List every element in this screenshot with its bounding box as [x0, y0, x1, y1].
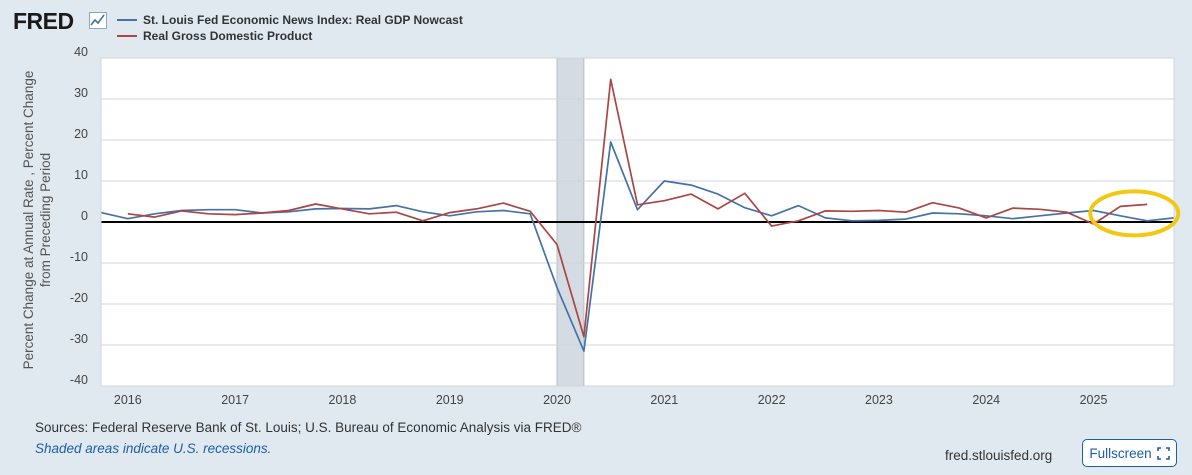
- fullscreen-button[interactable]: Fullscreen: [1082, 439, 1177, 467]
- line-chart-icon: [89, 12, 107, 29]
- chart-legend: St. Louis Fed Economic News Index: Real …: [117, 12, 463, 44]
- y-tick-label: 40: [74, 45, 88, 59]
- y-tick-label: 30: [74, 86, 88, 100]
- legend-label-real-gdp: Real Gross Domestic Product: [143, 29, 313, 43]
- legend-item-gdp-nowcast[interactable]: St. Louis Fed Economic News Index: Real …: [117, 12, 463, 28]
- legend-swatch-gdp-nowcast: [117, 19, 137, 21]
- x-tick-label: 2020: [543, 393, 571, 407]
- expand-icon: [1156, 446, 1170, 460]
- x-tick-label: 2017: [221, 393, 249, 407]
- x-tick-label: 2019: [436, 393, 464, 407]
- legend-label-gdp-nowcast: St. Louis Fed Economic News Index: Real …: [143, 13, 463, 27]
- highlight-circle: [1088, 189, 1181, 238]
- y-tick-label: 0: [81, 209, 88, 223]
- x-tick-label: 2023: [865, 393, 893, 407]
- recession-note: Shaded areas indicate U.S. recessions.: [35, 441, 272, 456]
- y-tick-label: 20: [74, 127, 88, 141]
- legend-item-real-gdp[interactable]: Real Gross Domestic Product: [117, 28, 463, 44]
- x-tick-label: 2018: [329, 393, 357, 407]
- y-tick-label: -10: [70, 250, 88, 264]
- fullscreen-label: Fullscreen: [1089, 445, 1152, 461]
- x-tick-label: 2024: [972, 393, 1000, 407]
- fred-logo[interactable]: FRED: [13, 8, 74, 34]
- x-tick-label: 2022: [758, 393, 786, 407]
- series-line-real-gdp: [127, 78, 1148, 338]
- y-tick-label: -40: [70, 373, 88, 387]
- x-tick-label: 2016: [114, 393, 142, 407]
- y-tick-label: 10: [74, 168, 88, 182]
- sources-text: Sources: Federal Reserve Bank of St. Lou…: [35, 420, 582, 435]
- y-tick-label: -30: [70, 332, 88, 346]
- x-tick-label: 2025: [1080, 393, 1108, 407]
- y-tick-label: -20: [70, 291, 88, 305]
- series-line-gdp-nowcast: [100, 141, 1175, 352]
- x-tick-label: 2021: [650, 393, 678, 407]
- legend-swatch-real-gdp: [117, 35, 137, 37]
- site-link[interactable]: fred.stlouisfed.org: [945, 448, 1053, 463]
